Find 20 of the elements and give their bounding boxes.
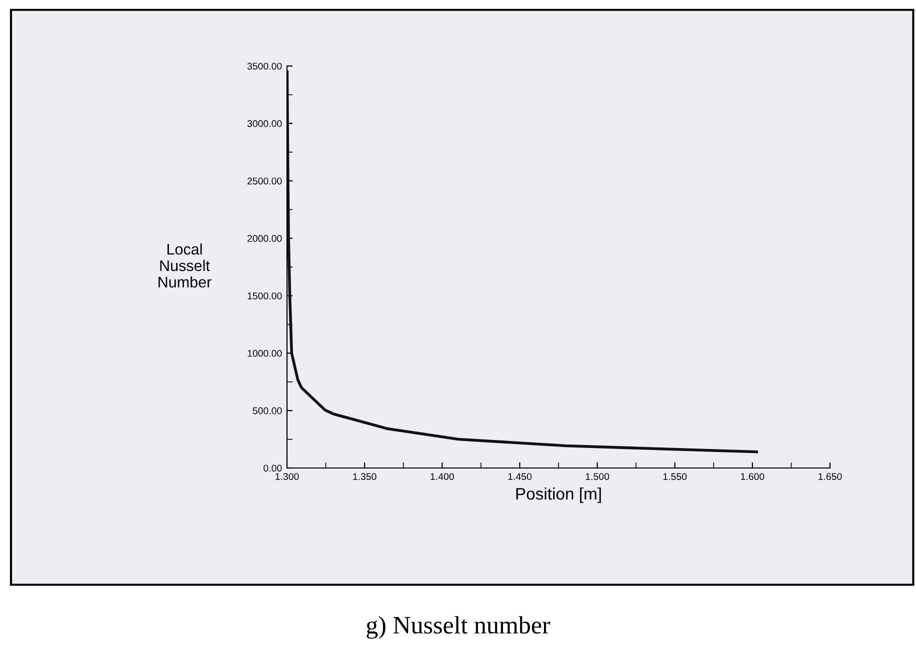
y-tick-label: 3500.00 <box>247 62 282 70</box>
x-tick-label: 1.550 <box>663 473 687 480</box>
y-tick-label: 0.00 <box>264 464 282 472</box>
x-tick-label: 1.650 <box>818 473 842 480</box>
x-tick-label: 1.350 <box>353 473 376 480</box>
x-tick-label: 1.400 <box>430 473 454 480</box>
x-tick-label: 1.300 <box>276 473 299 480</box>
x-axis-title: Position [m] <box>516 487 601 504</box>
y-tick-label: 1500.00 <box>248 292 282 300</box>
x-tick-label: 1.500 <box>586 473 610 480</box>
x-tick-label: 1.450 <box>508 473 532 480</box>
y-tick-label: 3000.00 <box>247 120 282 128</box>
y-tick-label: 2500.00 <box>247 178 282 184</box>
y-axis-title: Local Nusselt Number <box>158 243 212 288</box>
y-tick-label: 1000.00 <box>248 350 282 357</box>
y-tick-label: 500.00 <box>252 407 282 414</box>
text: g) Nusselt number <box>366 616 550 639</box>
x-tick-label: 1.600 <box>741 473 764 480</box>
y-tick-label: 2000.00 <box>247 235 282 242</box>
line-series <box>287 70 758 454</box>
